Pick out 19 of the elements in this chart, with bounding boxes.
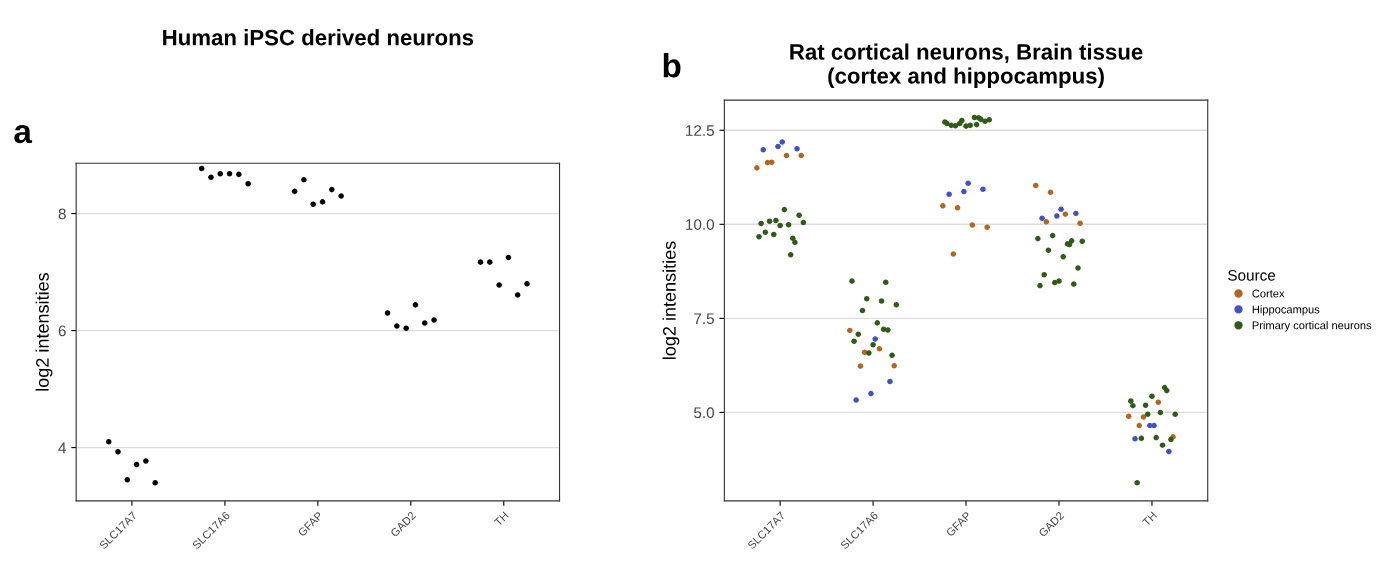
legend-title: Source xyxy=(1228,269,1276,281)
y-axis-title: log2 intensities xyxy=(662,241,680,359)
text: a xyxy=(14,124,33,144)
y-tick-label: 10.0 xyxy=(686,219,715,230)
y-tick-label: 8 xyxy=(58,208,66,220)
y-tick-label: 7.5 xyxy=(694,313,714,325)
legend-label: Cortex xyxy=(1252,289,1285,298)
chart-title: Human iPSC derived neurons xyxy=(163,29,474,46)
x-tick-label: TH xyxy=(493,511,509,527)
text: b xyxy=(663,53,681,78)
chart-title: Rat cortical neurons, Brain tissue (cortex and hippocampus) xyxy=(790,43,1143,89)
legend-label: Primary cortical neurons xyxy=(1252,321,1372,332)
x-tick-label: TH xyxy=(1141,511,1157,527)
y-tick-label: 12.5 xyxy=(686,125,714,136)
y-tick-label: 5.0 xyxy=(694,407,715,419)
y-tick-label: 6 xyxy=(58,325,66,337)
y-tick-label: 4 xyxy=(58,442,67,454)
y-axis-title: log2 intensities xyxy=(35,272,53,391)
legend-label: Hippocampus xyxy=(1252,305,1320,316)
